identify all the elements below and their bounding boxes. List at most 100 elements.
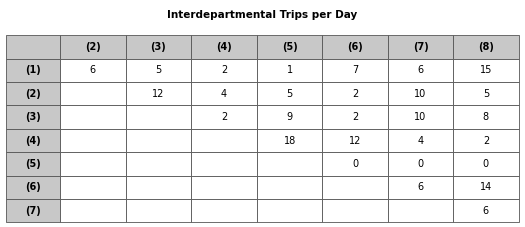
Bar — [191, 199, 257, 222]
Text: 14: 14 — [480, 182, 492, 192]
Bar — [257, 35, 322, 59]
Text: (7): (7) — [413, 42, 428, 52]
Text: 2: 2 — [483, 136, 489, 146]
Bar — [322, 176, 388, 199]
Bar — [257, 176, 322, 199]
Bar — [125, 152, 191, 176]
Bar — [453, 105, 519, 129]
Text: (4): (4) — [25, 136, 41, 146]
Bar — [388, 35, 453, 59]
Bar — [388, 59, 453, 82]
Text: 6: 6 — [483, 206, 489, 216]
Text: 10: 10 — [414, 89, 427, 99]
Bar — [257, 152, 322, 176]
Bar — [388, 199, 453, 222]
Bar — [6, 35, 60, 59]
Text: (2): (2) — [25, 89, 41, 99]
Text: (6): (6) — [25, 182, 41, 192]
Bar — [6, 82, 60, 105]
Bar — [257, 199, 322, 222]
Bar — [322, 129, 388, 152]
Bar — [6, 129, 60, 152]
Bar — [257, 129, 322, 152]
Text: 15: 15 — [480, 65, 492, 75]
Text: 4: 4 — [417, 136, 424, 146]
Bar — [191, 82, 257, 105]
Text: 12: 12 — [152, 89, 165, 99]
Bar — [125, 105, 191, 129]
Bar — [388, 129, 453, 152]
Bar — [60, 105, 125, 129]
Bar — [453, 199, 519, 222]
Bar — [257, 59, 322, 82]
Bar — [453, 152, 519, 176]
Bar — [60, 176, 125, 199]
Text: 7: 7 — [352, 65, 359, 75]
Bar — [388, 176, 453, 199]
Text: (7): (7) — [25, 206, 41, 216]
Bar — [388, 152, 453, 176]
Text: (5): (5) — [25, 159, 41, 169]
Text: 2: 2 — [221, 65, 227, 75]
Text: (3): (3) — [25, 112, 41, 122]
Text: 5: 5 — [287, 89, 293, 99]
Text: 2: 2 — [221, 112, 227, 122]
Bar — [191, 59, 257, 82]
Text: (5): (5) — [282, 42, 298, 52]
Bar — [6, 105, 60, 129]
Bar — [125, 199, 191, 222]
Bar — [6, 199, 60, 222]
Text: 0: 0 — [483, 159, 489, 169]
Bar — [322, 199, 388, 222]
Bar — [453, 176, 519, 199]
Text: 0: 0 — [352, 159, 358, 169]
Bar — [60, 199, 125, 222]
Bar — [388, 82, 453, 105]
Bar — [60, 59, 125, 82]
Text: 18: 18 — [284, 136, 296, 146]
Bar — [257, 105, 322, 129]
Bar — [125, 35, 191, 59]
Bar — [453, 35, 519, 59]
Bar — [60, 129, 125, 152]
Text: 9: 9 — [287, 112, 293, 122]
Bar — [191, 129, 257, 152]
Text: (3): (3) — [151, 42, 166, 52]
Bar — [322, 82, 388, 105]
Bar — [191, 105, 257, 129]
Bar — [453, 129, 519, 152]
Bar — [453, 59, 519, 82]
Bar — [322, 152, 388, 176]
Text: 12: 12 — [349, 136, 361, 146]
Bar — [191, 152, 257, 176]
Bar — [388, 105, 453, 129]
Text: 4: 4 — [221, 89, 227, 99]
Bar — [125, 176, 191, 199]
Text: 8: 8 — [483, 112, 489, 122]
Bar — [257, 82, 322, 105]
Text: 2: 2 — [352, 89, 359, 99]
Bar — [125, 59, 191, 82]
Text: Interdepartmental Trips per Day: Interdepartmental Trips per Day — [167, 10, 358, 20]
Text: 1: 1 — [287, 65, 293, 75]
Bar — [125, 129, 191, 152]
Bar — [322, 105, 388, 129]
Bar — [322, 35, 388, 59]
Bar — [60, 35, 125, 59]
Bar — [60, 152, 125, 176]
Text: (8): (8) — [478, 42, 494, 52]
Bar — [60, 82, 125, 105]
Bar — [191, 176, 257, 199]
Text: 2: 2 — [352, 112, 359, 122]
Bar — [6, 59, 60, 82]
Text: 6: 6 — [417, 182, 424, 192]
Bar — [6, 152, 60, 176]
Text: (2): (2) — [85, 42, 101, 52]
Text: 6: 6 — [90, 65, 96, 75]
Text: (6): (6) — [348, 42, 363, 52]
Text: 10: 10 — [414, 112, 427, 122]
Bar — [125, 82, 191, 105]
Text: 6: 6 — [417, 65, 424, 75]
Text: 5: 5 — [483, 89, 489, 99]
Bar — [322, 59, 388, 82]
